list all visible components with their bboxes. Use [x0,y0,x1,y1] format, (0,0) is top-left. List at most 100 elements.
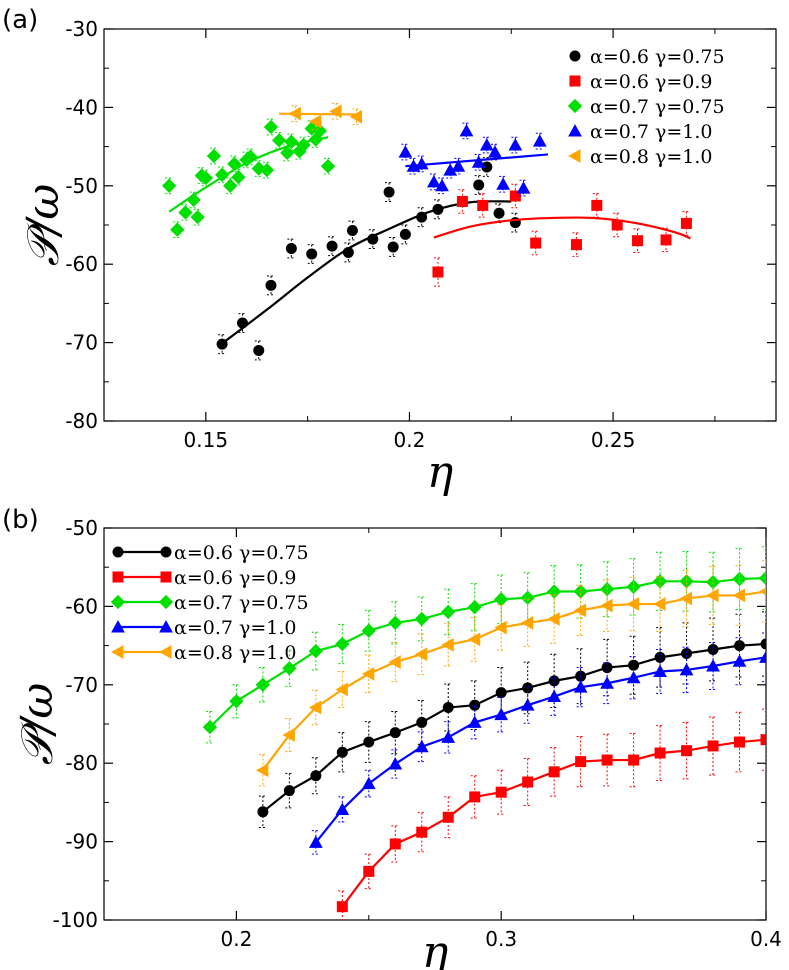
data-point [548,675,560,687]
y-tick-label: -50 [65,516,98,540]
data-point [760,734,766,746]
data-point [308,700,322,715]
legend-item: α=0.8 γ=1.0 [111,642,297,664]
legend-marker [110,594,126,610]
data-point [257,806,269,818]
legend-item: α=0.7 γ=0.75 [567,96,725,118]
legend-item: α=0.7 γ=1.0 [568,121,713,143]
data-point [288,106,301,121]
data-point [388,615,403,631]
data-point [654,747,666,759]
data-point [600,676,614,689]
data-point [336,746,348,758]
legend-item: α=0.7 γ=0.75 [110,592,309,614]
data-point [591,199,603,211]
legend-marker [569,75,581,87]
data-point [520,698,535,711]
data-point [494,620,507,635]
data-point [414,647,428,662]
data-point [530,237,542,249]
series-0 [216,157,521,361]
y-tick-label: -70 [65,331,98,355]
data-point [732,588,746,603]
legend-item: α=0.6 γ=0.9 [569,71,713,93]
data-point [548,766,560,778]
data-point [383,186,395,198]
data-point [388,655,401,669]
legend-item: α=0.8 γ=1.0 [568,146,713,168]
data-point [495,687,507,699]
data-point [202,719,218,735]
data-point [170,222,185,237]
legend-marker [568,149,581,163]
data-point [575,756,587,768]
y-tick-label: -40 [65,95,98,119]
data-point [308,643,323,659]
y-tick-label: -50 [65,174,98,198]
data-point [532,134,547,147]
legend-marker [568,124,582,137]
data-point [611,219,623,231]
data-point [441,604,456,620]
data-point [488,145,502,158]
data-point [760,638,766,650]
data-point [573,584,588,599]
data-point [496,177,511,190]
data-point [441,637,454,652]
data-point [387,241,399,253]
series-1 [336,708,766,920]
data-point [361,666,375,681]
legend-label: α=0.7 γ=0.75 [174,592,309,614]
legend-label: α=0.6 γ=0.75 [174,542,309,564]
series-3 [398,122,549,197]
data-point [227,156,242,171]
y-tick-label: -90 [65,830,98,854]
data-point [432,266,444,278]
data-point [335,636,350,652]
legend-marker [160,571,172,583]
series-line [262,590,766,771]
data-point [342,246,354,258]
data-point [329,104,342,119]
data-point [398,145,413,158]
data-point [231,170,246,185]
data-point [310,770,322,782]
data-point [473,179,485,191]
panel-b: 0.2 0.3 0.4 -100 -90 -80 -70 -60 -50 η 𝒫/ω (b) α=0.6… [2,505,782,970]
data-point [162,178,177,193]
data-point [441,730,456,743]
data-point [256,763,269,778]
data-point [388,757,403,770]
data-point [628,754,640,766]
data-point [653,664,667,677]
data-point [508,138,523,151]
data-point [282,728,295,742]
y-tick-label: -100 [53,908,98,932]
data-point [336,901,348,913]
data-point [467,600,482,615]
legend-marker [159,645,172,659]
data-point [255,677,271,692]
legend-marker [569,50,581,62]
data-point [467,715,482,728]
data-point [660,234,672,246]
legend-marker [111,620,125,633]
data-point [442,811,454,823]
data-point [414,156,429,170]
series-1 [432,183,692,287]
data-point [632,235,644,247]
data-point [335,802,350,815]
legend-label: α=0.7 γ=1.0 [174,617,297,639]
x-axis-label: η [422,927,448,970]
legend-item: α=0.6 γ=0.9 [112,567,297,589]
data-point [243,149,258,164]
data-point [654,651,666,663]
data-point [253,344,265,356]
data-point [178,205,193,220]
data-point [679,574,694,589]
data-point [416,211,428,223]
data-point [600,598,613,613]
data-point [520,590,535,605]
data-point [516,181,531,194]
data-point [494,592,509,607]
